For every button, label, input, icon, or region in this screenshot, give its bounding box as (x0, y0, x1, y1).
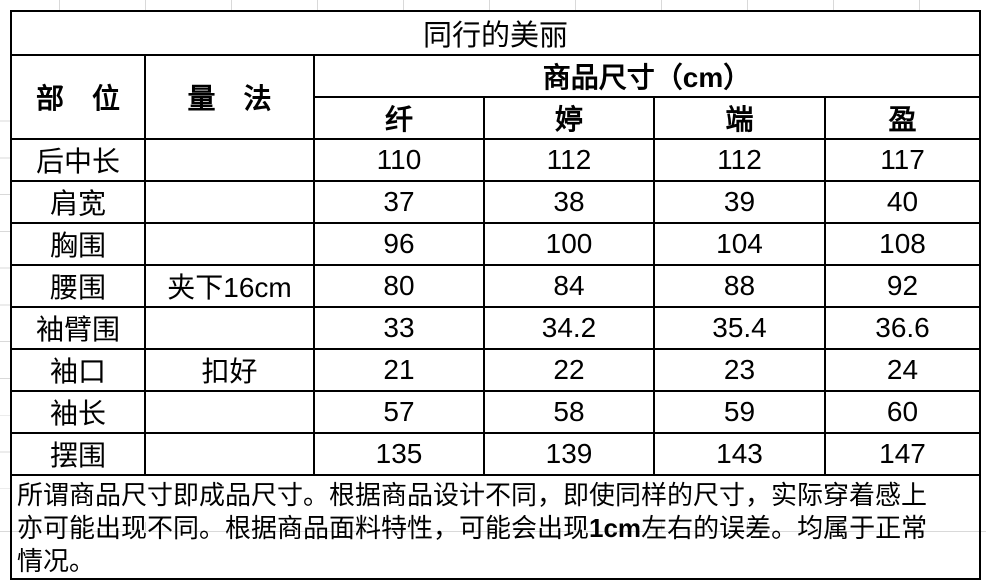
header-row-1: 部 位 量 法 商品尺寸（cm） (10, 54, 982, 140)
value-cell: 23 (653, 348, 826, 392)
value-cell: 39 (653, 180, 826, 224)
table-row: 肩宽 37 38 39 40 (10, 180, 982, 224)
method-cell (144, 390, 315, 434)
value-cell: 36.6 (823, 306, 982, 350)
value-cell: 38 (483, 180, 655, 224)
size-col-header-1: 婷 (483, 96, 655, 140)
method-cell (144, 222, 315, 266)
value-cell: 88 (653, 264, 826, 308)
note-line-3: 情况。 (17, 546, 96, 576)
part-cell: 肩宽 (10, 180, 146, 224)
value-cell: 22 (483, 348, 655, 392)
part-cell: 袖长 (10, 390, 146, 434)
table-title: 同行的美丽 (9, 10, 982, 56)
part-cell: 后中长 (10, 138, 146, 182)
value-cell: 147 (823, 432, 982, 476)
note-line-1: 所谓商品尺寸即成品尺寸。根据商品设计不同，即使同样的尺寸，实际穿着感上 (17, 480, 928, 510)
value-cell: 112 (483, 138, 655, 182)
title-row: 同行的美丽 (9, 10, 982, 56)
value-cell: 57 (313, 390, 485, 434)
table-row: 袖臂围 33 34.2 35.4 36.6 (10, 306, 982, 350)
table-row: 胸围 96 100 104 108 (10, 222, 982, 266)
value-cell: 117 (823, 138, 982, 182)
table-row: 袖口 扣好 21 22 23 24 (10, 348, 982, 392)
value-cell: 135 (313, 432, 485, 476)
value-cell: 100 (483, 222, 655, 266)
value-cell: 110 (313, 138, 485, 182)
value-cell: 58 (483, 390, 655, 434)
method-cell (144, 306, 315, 350)
value-cell: 35.4 (653, 306, 826, 350)
note-line-2-pre: 亦可能出现不同。根据商品面料特性，可能会出现 (17, 513, 590, 543)
col-header-size-cm: 商品尺寸（cm） (312, 54, 982, 98)
value-cell: 92 (823, 264, 982, 308)
value-cell: 34.2 (483, 306, 655, 350)
col-header-method: 量 法 (144, 54, 315, 140)
table-row: 后中长 110 112 112 117 (10, 138, 982, 182)
size-chart-table: 同行的美丽 部 位 量 法 商品尺寸（cm） 纤 婷 端 盈 后中长 110 1… (9, 10, 982, 580)
spreadsheet-gridlines-top (0, 0, 986, 11)
part-cell: 胸围 (10, 222, 146, 266)
size-note: 所谓商品尺寸即成品尺寸。根据商品设计不同，即使同样的尺寸，实际穿着感上 亦可能出… (9, 474, 982, 580)
value-cell: 21 (313, 348, 485, 392)
part-cell: 袖臂围 (10, 306, 146, 350)
spreadsheet-gridlines-left (0, 85, 10, 522)
method-cell (144, 138, 315, 182)
value-cell: 108 (823, 222, 982, 266)
value-cell: 24 (823, 348, 982, 392)
value-cell: 37 (313, 180, 485, 224)
part-cell: 摆围 (10, 432, 146, 476)
part-cell: 袖口 (10, 348, 146, 392)
value-cell: 96 (313, 222, 485, 266)
method-cell: 夹下16cm (144, 264, 315, 308)
part-cell: 腰围 (10, 264, 146, 308)
table-row: 腰围 夹下16cm 80 84 88 92 (10, 264, 982, 308)
value-cell: 139 (483, 432, 655, 476)
value-cell: 143 (653, 432, 826, 476)
table-row: 袖长 57 58 59 60 (10, 390, 982, 434)
value-cell: 112 (653, 138, 826, 182)
value-cell: 80 (313, 264, 485, 308)
method-cell (144, 180, 315, 224)
value-cell: 33 (313, 306, 485, 350)
size-col-header-2: 端 (653, 96, 826, 140)
header-row-2: 纤 婷 端 盈 (11, 96, 982, 140)
size-col-header-3: 盈 (823, 96, 982, 140)
note-line-2-bold: 1cm (589, 513, 642, 543)
value-cell: 59 (653, 390, 826, 434)
note-line-2-post: 左右的误差。均属于正常 (641, 513, 928, 543)
note-row: 所谓商品尺寸即成品尺寸。根据商品设计不同，即使同样的尺寸，实际穿着感上 亦可能出… (9, 474, 982, 580)
value-cell: 84 (483, 264, 655, 308)
value-cell: 60 (823, 390, 982, 434)
method-cell (144, 432, 315, 476)
value-cell: 104 (653, 222, 826, 266)
size-col-header-0: 纤 (313, 96, 485, 140)
method-cell: 扣好 (144, 348, 315, 392)
table-row: 摆围 135 139 143 147 (10, 432, 982, 476)
col-header-part: 部 位 (10, 54, 146, 140)
value-cell: 40 (823, 180, 982, 224)
